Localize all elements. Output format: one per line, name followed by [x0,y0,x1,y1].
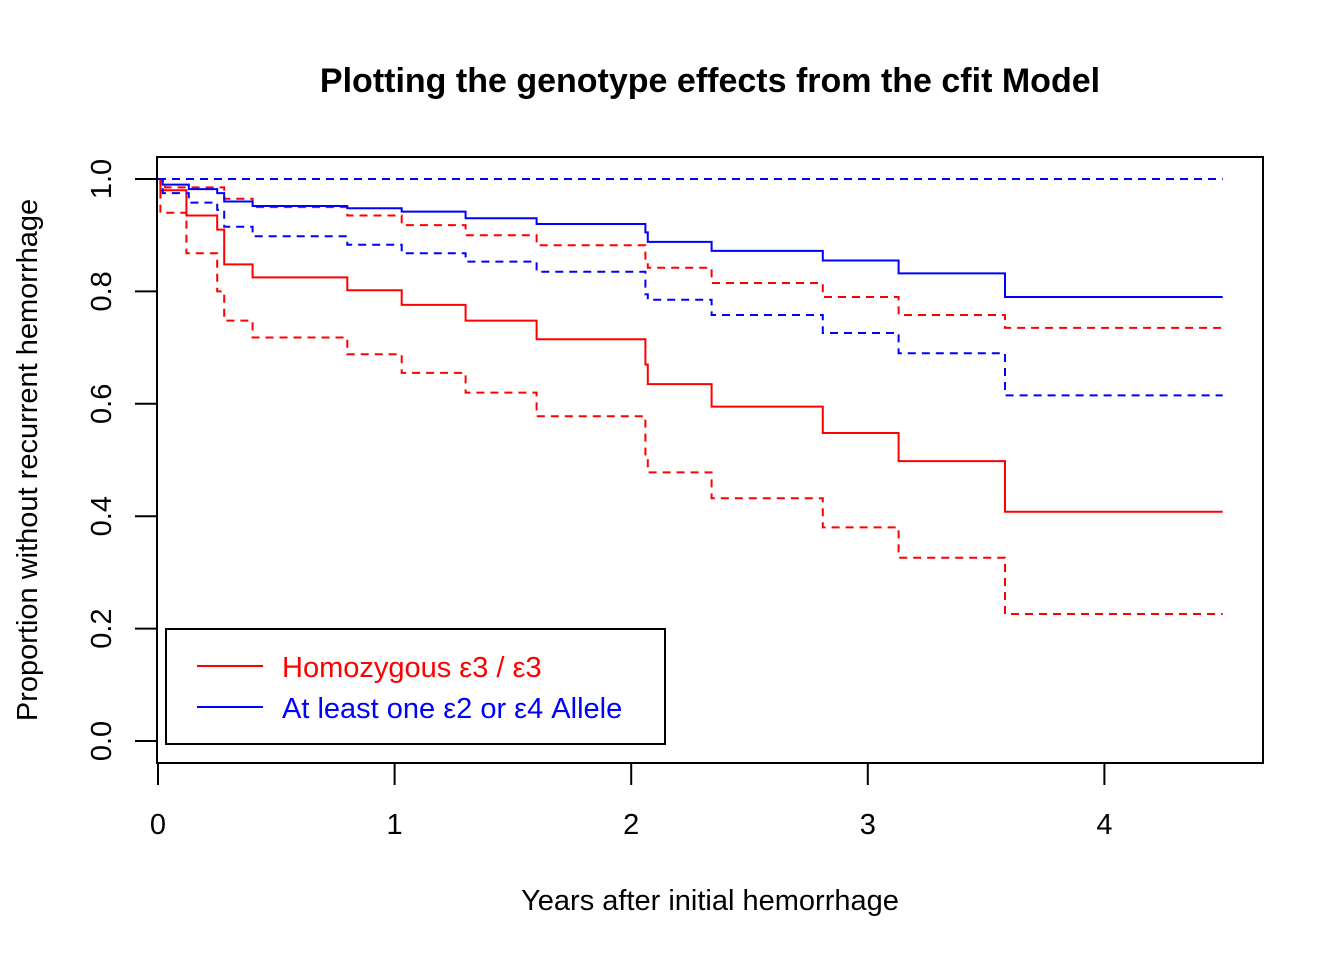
y-tick-label: 0.4 [86,496,118,536]
y-axis: 0.0 0.2 0.4 0.6 0.8 1.0 [86,159,158,761]
x-tick-label: 0 [150,809,166,841]
x-tick-label: 2 [623,809,639,841]
legend-label-allele: At least one ε2 or ε4 Allele [282,693,622,725]
series-layer [158,178,1223,615]
series-line-0 [158,178,1223,513]
y-axis-label: Proportion without recurrent hemorrhage [12,199,44,721]
y-tick-label: 1.0 [86,159,118,199]
y-tick-label: 0.8 [86,271,118,311]
chart-title: Plotting the genotype effects from the c… [320,62,1100,100]
x-axis-label: Years after initial hemorrhage [521,885,899,917]
series-line-3 [158,178,1223,298]
x-tick-label: 4 [1096,809,1112,841]
x-tick-label: 1 [387,809,403,841]
series-line-1-ci [158,178,1223,615]
series-line-4-ci [158,178,1223,397]
y-tick-label: 0.0 [86,721,118,761]
legend-label-homozygous: Homozygous ε3 / ε3 [282,652,542,684]
legend-box [165,628,666,745]
x-axis: 0 1 2 3 4 [150,762,1112,841]
legend: Homozygous ε3 / ε3 At least one ε2 or ε4… [165,628,666,745]
x-tick-label: 3 [860,809,876,841]
y-tick-label: 0.6 [86,384,118,424]
series-line-2-ci [158,178,1223,329]
y-tick-label: 0.2 [86,608,118,648]
